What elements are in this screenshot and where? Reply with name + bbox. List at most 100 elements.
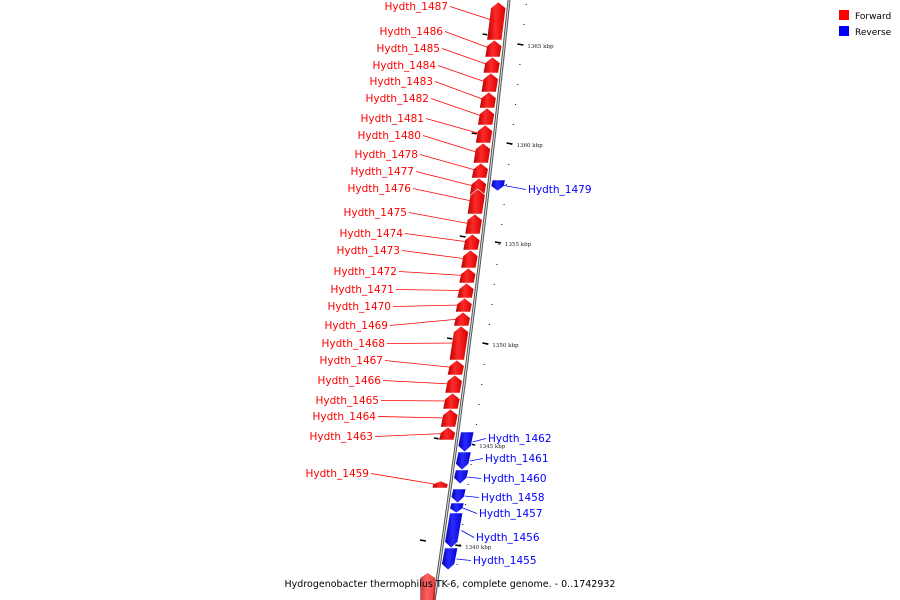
leader-line <box>444 31 491 49</box>
gene-label[interactable]: Hydth_1460 <box>483 473 547 485</box>
minor-tick <box>475 424 478 425</box>
gene-label[interactable]: Hydth_1479 <box>528 184 592 196</box>
gene-labels: Hydth_1487 Hydth_1486 Hydth_1485 Hydth_1484… <box>305 1 591 567</box>
gene-arrow[interactable] <box>466 188 486 215</box>
backbone-highlight <box>433 0 510 600</box>
major-tick <box>455 544 462 547</box>
minor-tick <box>493 284 495 285</box>
gene-label[interactable]: Hydth_1466 <box>317 375 381 387</box>
minor-tick <box>512 124 514 125</box>
gene-label[interactable]: Hydth_1459 <box>305 468 369 480</box>
gene-arrow[interactable] <box>444 374 463 394</box>
gene-arrow[interactable] <box>449 502 465 514</box>
leader-line <box>462 507 478 514</box>
gene-arrow[interactable] <box>455 451 472 471</box>
legend-forward-label: Forward <box>855 12 891 22</box>
gene-arrow[interactable] <box>440 408 459 428</box>
gene-label[interactable]: Hydth_1458 <box>481 492 545 504</box>
gene-arrow[interactable] <box>471 162 489 179</box>
minor-tick <box>517 84 519 85</box>
gene-label[interactable]: Hydth_1485 <box>376 43 440 55</box>
minor-tick <box>483 364 485 365</box>
gene-label[interactable]: Hydth_1483 <box>369 76 433 88</box>
gene-label[interactable]: Hydth_1456 <box>476 532 540 544</box>
gene-arrow[interactable] <box>480 72 499 93</box>
leader-line <box>386 342 458 344</box>
gene-label[interactable]: Hydth_1487 <box>384 1 448 13</box>
minor-tick <box>488 324 490 325</box>
gene-arrow[interactable] <box>448 325 469 361</box>
gene-arrow[interactable] <box>441 547 459 571</box>
gene-arrow[interactable] <box>479 91 497 109</box>
gene-arrow[interactable] <box>446 359 465 376</box>
legend-reverse-label: Reverse <box>855 28 892 38</box>
gene-label[interactable]: Hydth_1469 <box>324 320 388 332</box>
leader-line <box>437 65 488 83</box>
minor-tick <box>481 384 483 385</box>
gene-arrow[interactable] <box>460 249 479 269</box>
gene-arrow[interactable] <box>438 426 456 441</box>
strand-tick <box>459 235 466 238</box>
gene-label[interactable]: Hydth_1467 <box>319 355 383 367</box>
gene-label[interactable]: Hydth_1472 <box>333 266 397 278</box>
gene-label[interactable]: Hydth_1461 <box>485 453 549 465</box>
gene-label[interactable]: Hydth_1476 <box>347 183 411 195</box>
minor-tick <box>491 304 493 305</box>
backbone <box>432 0 511 600</box>
legend-reverse-swatch <box>839 26 849 36</box>
gene-label[interactable]: Hydth_1477 <box>350 166 414 178</box>
strand-tick <box>471 132 478 135</box>
gene-arrow[interactable] <box>486 1 507 41</box>
leader-line <box>449 6 495 22</box>
gene-arrow[interactable] <box>450 488 467 504</box>
leader-line <box>441 48 489 66</box>
leader-line <box>472 438 487 443</box>
gene-label[interactable]: Hydth_1482 <box>365 93 429 105</box>
minor-tick <box>503 204 505 205</box>
minor-tick <box>523 24 525 25</box>
minor-tick <box>496 264 498 265</box>
gene-label[interactable]: Hydth_1484 <box>372 60 436 72</box>
gene-label[interactable]: Hydth_1464 <box>312 411 376 423</box>
minor-tick <box>525 4 527 5</box>
gene-arrow[interactable] <box>444 512 464 549</box>
gene-label[interactable]: Hydth_1465 <box>315 395 379 407</box>
gene-label[interactable]: Hydth_1470 <box>327 301 391 313</box>
tick-label: 1365 kbp <box>527 44 554 50</box>
gene-label[interactable]: Hydth_1462 <box>488 433 552 445</box>
gene-label[interactable]: Hydth_1481 <box>360 113 424 125</box>
minor-tick <box>459 544 461 545</box>
minor-tick <box>508 164 510 165</box>
gene-arrow[interactable] <box>431 480 449 489</box>
leader-line <box>408 212 472 225</box>
gene-label[interactable]: Hydth_1475 <box>343 207 407 219</box>
gene-label[interactable]: Hydth_1486 <box>379 26 443 38</box>
tick-label: 1360 kbp <box>517 143 544 149</box>
gene-arrow[interactable] <box>490 179 506 192</box>
gene-arrow[interactable] <box>477 107 495 126</box>
gene-arrow[interactable] <box>457 431 475 453</box>
gene-label[interactable]: Hydth_1480 <box>357 130 421 142</box>
gene-arrow[interactable] <box>472 142 491 164</box>
gene-arrow[interactable] <box>453 469 469 485</box>
gene-label[interactable]: Hydth_1468 <box>321 338 385 350</box>
gene-label[interactable]: Hydth_1471 <box>330 284 394 296</box>
gene-arrow[interactable] <box>475 124 493 144</box>
gene-label[interactable]: Hydth_1455 <box>473 555 537 567</box>
gene-arrow[interactable] <box>484 39 503 58</box>
major-tick <box>506 142 513 145</box>
gene-label[interactable]: Hydth_1457 <box>479 508 543 520</box>
leader-line <box>389 318 460 326</box>
gene-arrow[interactable] <box>464 213 483 235</box>
gene-label[interactable]: Hydth_1474 <box>339 228 403 240</box>
minor-tick <box>498 244 500 245</box>
gene-label[interactable]: Hydth_1478 <box>354 149 418 161</box>
gene-label[interactable]: Hydth_1473 <box>336 245 400 257</box>
minor-tick <box>501 224 503 225</box>
gene-arrow[interactable] <box>482 56 501 74</box>
leader-line <box>419 154 478 171</box>
leader-line <box>503 185 527 190</box>
leader-line <box>384 360 454 368</box>
leader-line <box>377 416 447 419</box>
gene-label[interactable]: Hydth_1463 <box>309 431 373 443</box>
